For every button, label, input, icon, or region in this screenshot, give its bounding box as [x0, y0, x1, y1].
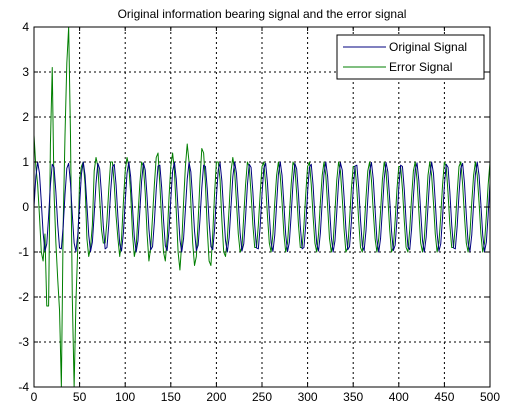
- legend: Original Signal Error Signal: [336, 34, 485, 80]
- x-tick-label: 500: [480, 390, 500, 404]
- x-tick-label: 200: [206, 390, 226, 404]
- y-tick-label: -1: [18, 245, 29, 259]
- y-tick-label: -4: [18, 380, 29, 394]
- y-tick-label: 4: [22, 20, 29, 34]
- x-tick-label: 250: [252, 390, 272, 404]
- series-line-original-signal: [34, 161, 490, 253]
- x-tick-label: 50: [73, 390, 87, 404]
- y-tick-label: 3: [22, 65, 29, 79]
- x-tick-label: 0: [31, 390, 38, 404]
- y-tick-label: 0: [22, 200, 29, 214]
- axis-ticks: 0 50 100 150 200 250 300 350 400 450 500 -4 -3 -2 -1 0 1…: [18, 20, 500, 404]
- y-tick-label: -2: [18, 290, 29, 304]
- x-tick-label: 100: [115, 390, 135, 404]
- legend-box: [336, 34, 485, 80]
- series-line-error-signal: [34, 27, 490, 387]
- x-tick-label: 400: [389, 390, 409, 404]
- x-tick-label: 350: [343, 390, 363, 404]
- legend-label-error-signal: Error Signal: [389, 60, 452, 74]
- series-layer: [34, 27, 490, 387]
- y-tick-label: 2: [22, 110, 29, 124]
- legend-label-original-signal: Original Signal: [389, 40, 467, 54]
- x-tick-label: 300: [298, 390, 318, 404]
- y-tick-label: 1: [22, 155, 29, 169]
- y-tick-label: -3: [18, 335, 29, 349]
- x-tick-label: 450: [434, 390, 454, 404]
- x-tick-label: 150: [161, 390, 181, 404]
- chart-title: Original information bearing signal and …: [118, 7, 407, 21]
